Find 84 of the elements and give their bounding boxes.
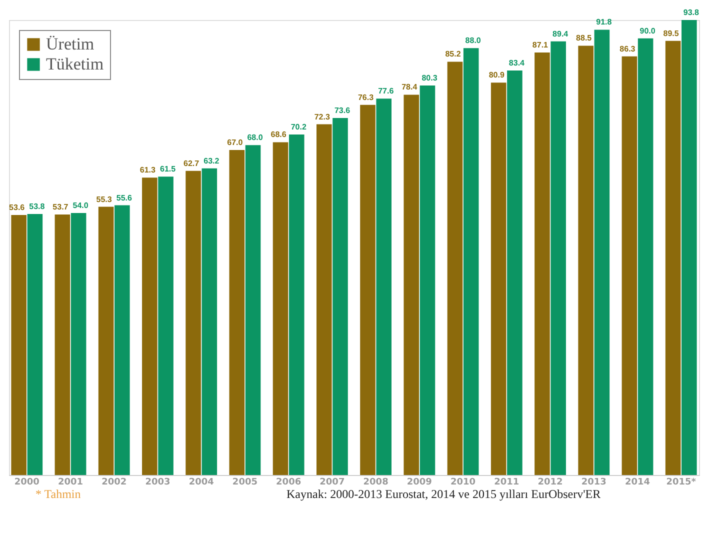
bar [332,118,348,475]
data-label: 61.3 [140,166,156,175]
bar [507,70,522,475]
text: * Tahmin [36,487,81,501]
data-label: 85.2 [445,50,462,59]
bar [550,41,566,475]
data-label: 88.0 [465,36,482,46]
bar [622,56,638,475]
bar [245,145,261,475]
data-label: 68.0 [247,133,264,142]
data-label: 91.8 [596,18,612,27]
data-label: 73.6 [334,106,351,115]
bar [420,85,436,475]
data-label: 70.2 [290,122,307,132]
bar [404,94,420,475]
bar [11,215,26,475]
data-label: 53.8 [29,202,46,212]
data-label: 62.7 [184,158,200,168]
data-label: 54.0 [72,201,89,210]
data-label: 78.4 [402,82,418,92]
data-label: 63.2 [204,156,220,166]
x-tick-label: 2015* [666,478,696,488]
x-tick-label: 2009 [406,478,432,488]
x-tick-label: 2002 [102,478,127,488]
bar [142,178,158,475]
bar [54,214,70,475]
x-tick-label: 2006 [276,478,302,488]
bar [534,52,550,475]
bar [594,30,610,475]
data-label: 83.4 [508,58,526,68]
x-tick-label: 2011 [494,478,520,488]
data-label: 80.3 [422,73,438,82]
bar [158,176,174,475]
data-label: 93.8 [683,8,700,17]
bar [638,38,654,475]
bar [27,214,43,475]
legend-label: Tüketim [46,54,104,74]
x-tick-label: 2000 [14,478,40,488]
x-tick-label: 2010 [450,478,476,488]
bar [70,213,86,475]
bar [202,168,218,475]
bar [272,142,288,475]
x-tick-label: 2013 [581,478,606,488]
data-label: 89.4 [552,29,569,38]
x-tick-label: 2007 [320,478,345,488]
data-label: 68.6 [270,130,287,140]
data-label: 76.3 [358,92,374,102]
bar [98,206,114,475]
bar [288,134,304,475]
x-tick-label: 2003 [145,478,170,488]
bar [578,46,594,475]
x-tick-label: 2001 [58,478,84,488]
data-label: 88.5 [576,34,592,43]
data-label: 53.7 [52,202,69,212]
bar [447,62,463,475]
data-label: 87.1 [532,40,549,50]
bar [682,20,697,475]
legend-label: Üretim [46,34,94,54]
data-label: 55.6 [116,193,132,202]
x-tick-label: 2008 [363,478,388,488]
data-label: 72.3 [314,112,330,122]
bar [186,170,201,475]
x-tick-label: 2014 [624,478,650,488]
bar [665,40,681,475]
data-label: 53.6 [9,203,26,212]
x-tick-label: 2005 [232,478,258,488]
data-label: 77.6 [378,86,394,96]
data-label: 55.3 [96,194,112,204]
x-tick-label: 2004 [188,478,214,488]
bar [114,205,130,475]
data-label: 61.5 [160,164,176,174]
data-label: 80.9 [488,70,505,80]
bar [229,150,245,475]
bar [360,104,376,475]
bar [463,48,479,475]
x-tick-label: 2012 [538,478,563,488]
data-label: 89.5 [663,28,680,38]
bar [316,124,332,475]
data-label: 67.0 [227,138,244,147]
data-label: 90.0 [640,26,656,36]
bar [376,98,392,475]
data-label: 86.3 [620,44,636,54]
text: Kaynak: 2000-2013 Eurostat, 2014 ve 2015 yılları EurObserv'ER [286,487,601,501]
bar [490,82,506,475]
